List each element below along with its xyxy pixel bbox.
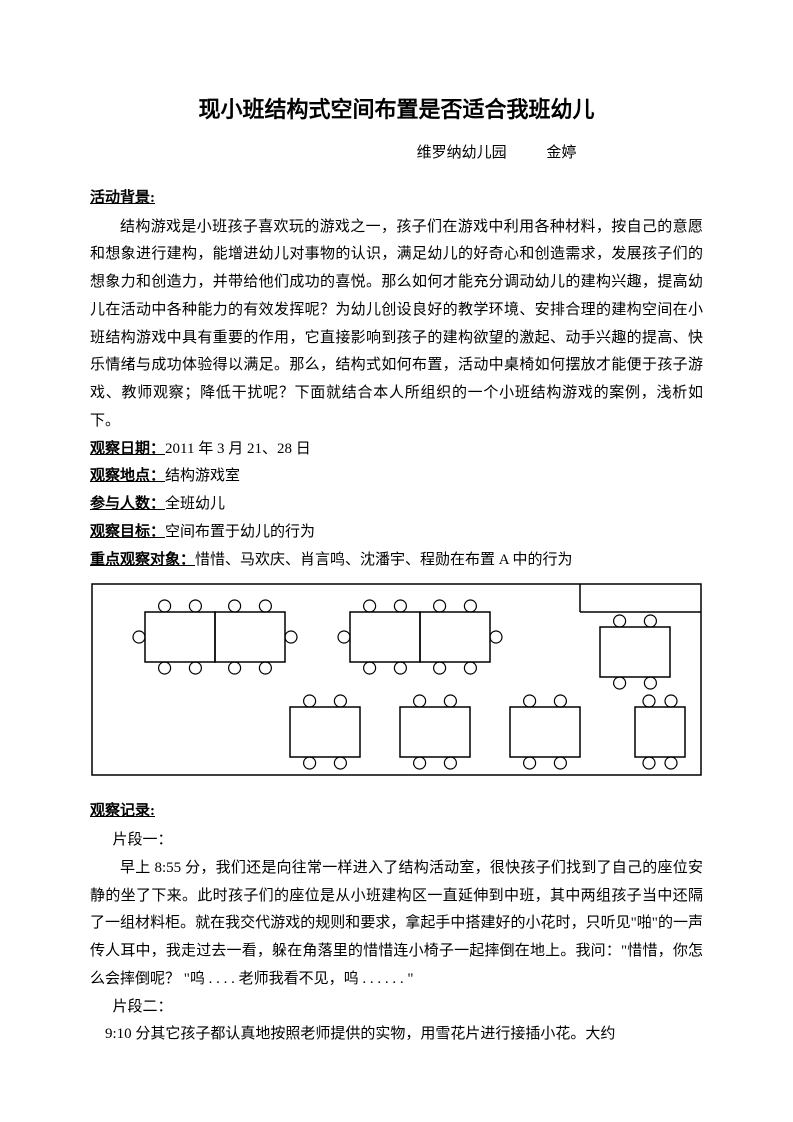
author-name: 金婷 <box>546 145 576 161</box>
field-focus-label: 重点观察对象： <box>90 552 195 568</box>
section-record-label: 观察记录: <box>90 798 703 825</box>
field-date: 观察日期：2011 年 3 月 21、28 日 <box>90 436 703 464</box>
field-target: 观察目标：空间布置于幼儿的行为 <box>90 519 703 547</box>
field-target-value: 空间布置于幼儿的行为 <box>165 524 315 540</box>
segment1-label: 片段一： <box>90 827 703 855</box>
field-location-label: 观察地点： <box>90 468 165 484</box>
field-location-value: 结构游戏室 <box>165 468 240 484</box>
field-focus: 重点观察对象：惜惜、马欢庆、肖言鸣、沈潘宇、程勋在布置 A 中的行为 <box>90 547 703 575</box>
background-paragraph: 结构游戏是小班孩子喜欢玩的游戏之一，孩子们在游戏中利用各种材料，按自己的意愿和想… <box>90 214 703 436</box>
school-name: 维罗纳幼儿园 <box>417 145 507 161</box>
field-participants-value: 全班幼儿 <box>165 496 225 512</box>
segment1-text: 早上 8:55 分，我们还是向往常一样进入了结构活动室，很快孩子们找到了自己的座… <box>90 855 703 994</box>
field-location: 观察地点：结构游戏室 <box>90 463 703 491</box>
field-focus-value: 惜惜、马欢庆、肖言鸣、沈潘宇、程勋在布置 A 中的行为 <box>195 552 573 568</box>
field-target-label: 观察目标： <box>90 524 165 540</box>
field-date-value: 2011 年 3 月 21、28 日 <box>165 441 311 457</box>
room-layout-diagram <box>90 582 703 777</box>
field-date-label: 观察日期： <box>90 441 165 457</box>
page-subtitle: 维罗纳幼儿园 金婷 <box>90 140 703 167</box>
segment2-text: 9:10 分其它孩子都认真地按照老师提供的实物，用雪花片进行接插小花。大约 <box>90 1021 703 1049</box>
field-participants-label: 参与人数： <box>90 496 165 512</box>
page-title: 现小班结构式空间布置是否适合我班幼儿 <box>90 90 703 130</box>
field-participants: 参与人数：全班幼儿 <box>90 491 703 519</box>
segment2-label: 片段二： <box>90 994 703 1022</box>
section-background-label: 活动背景: <box>90 185 703 212</box>
